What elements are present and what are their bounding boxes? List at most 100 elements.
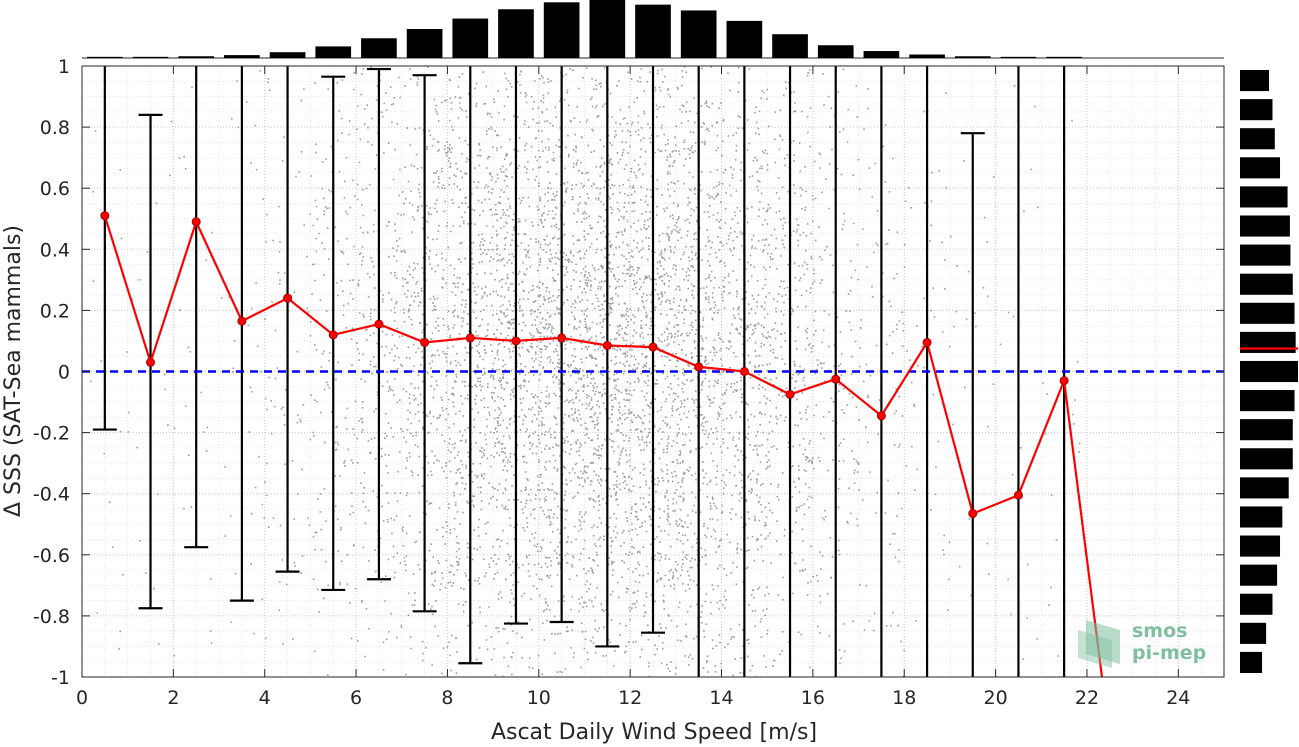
y-tick-label: 1 [58, 56, 70, 78]
mean-point [420, 337, 430, 347]
right-histogram-bar [1240, 186, 1288, 208]
mean-point [511, 336, 521, 346]
right-histogram-bar [1240, 244, 1291, 266]
mean-point [283, 293, 293, 303]
mean-point [968, 509, 978, 519]
error-bar [641, 66, 665, 634]
x-axis-label: Ascat Daily Wind Speed [m/s] [491, 720, 817, 745]
mean-point [831, 374, 841, 384]
top-histogram-bar [680, 10, 717, 59]
mean-point [785, 389, 795, 399]
mean-point [374, 319, 384, 329]
error-bar [184, 66, 209, 549]
top-histogram-bar [498, 9, 534, 59]
y-tick-label: -0.4 [33, 484, 70, 506]
y-tick-label: -1 [51, 667, 70, 689]
top-histogram-bar [817, 45, 854, 58]
right-histogram-bar [1240, 622, 1267, 644]
x-tick-label: 18 [892, 687, 916, 709]
mean-point [876, 411, 886, 421]
right-histogram-bar [1240, 360, 1298, 383]
y-tick-label: 0.2 [40, 300, 70, 322]
x-tick-label: 24 [1166, 687, 1190, 709]
top-histogram-bar [863, 51, 900, 58]
x-tick-label: 2 [167, 687, 179, 709]
mean-point [328, 330, 338, 340]
right-histogram-bar [1240, 390, 1295, 412]
top-histogram-bar [361, 38, 397, 58]
top-histogram-bar [452, 18, 489, 59]
top-histogram-bar [315, 46, 352, 58]
y-axis-label: Δ SSS (SAT-Sea mammals) [1, 225, 26, 517]
x-tick-label: 0 [76, 687, 88, 709]
right-histogram-bar [1240, 99, 1273, 121]
top-histogram-bar [1046, 56, 1082, 58]
error-bar [458, 66, 483, 665]
top-histogram-bar [635, 4, 671, 59]
right-histogram-bar [1240, 157, 1281, 179]
mean-point [237, 316, 247, 326]
right-histogram-bar [1240, 593, 1273, 615]
mean-point [465, 333, 475, 343]
top-histogram-bar [543, 2, 580, 59]
y-tick-label: 0 [58, 362, 70, 384]
y-tick-label: 0.4 [40, 239, 70, 261]
y-tick-label: -0.2 [33, 423, 70, 445]
x-tick-label: 6 [350, 687, 362, 709]
right-histogram-bar [1240, 302, 1295, 324]
mean-point [648, 342, 658, 352]
x-tick-label: 20 [984, 687, 1008, 709]
x-tick-label: 10 [527, 687, 551, 709]
mean-point [602, 341, 612, 351]
top-histogram-bar [224, 55, 260, 58]
right-histogram-bar [1240, 535, 1281, 557]
error-bar [549, 66, 574, 624]
top-histogram-bar [772, 34, 808, 58]
top-histogram-bar [589, 0, 626, 58]
right-histogram-bar [1240, 70, 1269, 92]
binned-mean-series [100, 211, 1104, 677]
right-histogram-bar [1240, 448, 1293, 470]
mean-point [1059, 376, 1069, 386]
top-histogram-bar [178, 56, 215, 58]
right-histogram-bar [1240, 419, 1293, 441]
error-bar [503, 66, 528, 625]
top-histogram-bar [269, 52, 306, 58]
error-bar [92, 66, 117, 431]
logo-text-line2: pi-mep [1132, 642, 1206, 664]
x-tick-label: 22 [1075, 687, 1099, 709]
error-bar [595, 66, 620, 648]
mean-point [739, 367, 749, 376]
right-histogram-bar [1240, 273, 1293, 295]
error-bar [275, 66, 300, 573]
right-histogram-bar [1240, 215, 1290, 237]
mean-point [557, 333, 567, 343]
top-histogram-bar [726, 20, 763, 59]
top-histogram-bar [87, 56, 123, 58]
mean-point [191, 217, 201, 227]
y-tick-label: -0.8 [33, 606, 70, 628]
right-histogram-bar [1240, 651, 1263, 673]
x-tick-label: 14 [709, 687, 733, 709]
top-histogram-bar [954, 56, 991, 58]
right-histogram-bar [1240, 506, 1283, 528]
top-histogram-bar [909, 54, 945, 58]
y-tick-label: 0.8 [40, 117, 70, 139]
y-tick-label: -0.6 [33, 545, 70, 567]
right-histogram-bar [1240, 128, 1275, 150]
mean-point [100, 211, 110, 221]
right-histogram-bar [1240, 564, 1278, 586]
top-histogram-bar [1000, 56, 1037, 58]
mean-point [1013, 490, 1023, 500]
x-tick-label: 8 [441, 687, 453, 709]
error-bar [960, 132, 985, 677]
mean-point [694, 362, 704, 372]
logo-text-line1: smos [1132, 620, 1187, 642]
right-histogram-bar [1240, 331, 1296, 353]
top-histogram-bar [132, 56, 169, 58]
top-histogram [82, 0, 1224, 59]
axis-ticks: 0 2 4 6 8 10 12 14 16 18 20 22 24-1-0.8-0.6-0.4-0.20… [33, 56, 1224, 709]
mean-point [146, 357, 156, 367]
smos-pimep-logo: smos pi-mep [1078, 620, 1206, 668]
